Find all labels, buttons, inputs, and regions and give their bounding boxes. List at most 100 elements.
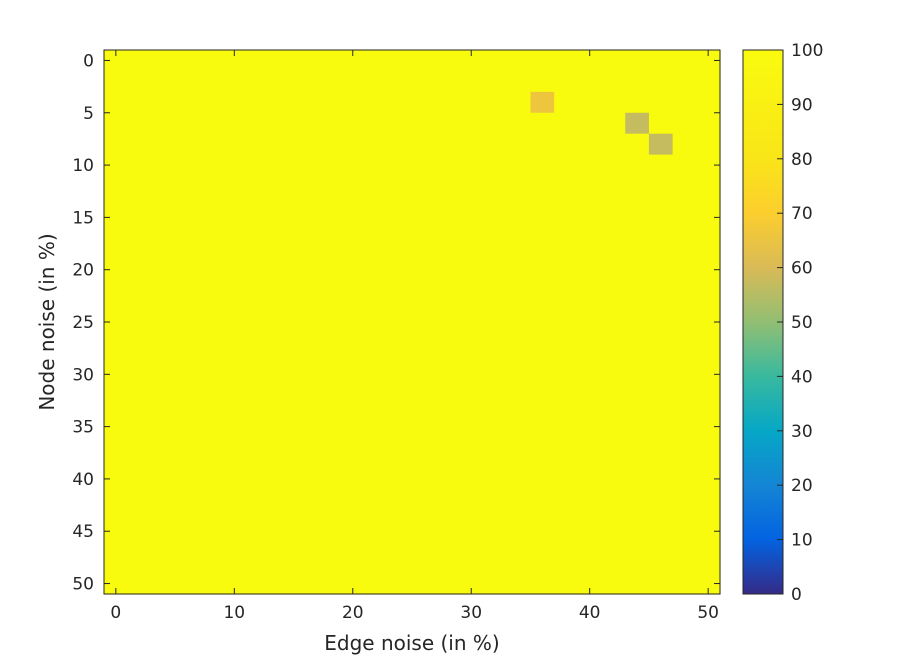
heatmap-cell <box>459 238 484 260</box>
heatmap-cell <box>222 342 247 365</box>
heatmap-cell <box>435 154 460 177</box>
heatmap-cell <box>151 510 176 532</box>
heatmap-cell <box>554 259 579 281</box>
heatmap-cell <box>317 217 342 239</box>
heatmap-cell <box>269 217 295 239</box>
heatmap-cell <box>577 259 603 281</box>
heatmap-cell <box>151 468 176 490</box>
heatmap-cell <box>459 196 484 218</box>
heatmap-cell <box>175 447 200 470</box>
heatmap-cell <box>412 196 437 218</box>
heatmap-cells <box>104 50 721 595</box>
heatmap-cell <box>696 70 721 93</box>
heatmap-cell <box>175 280 200 302</box>
heatmap-cell <box>317 259 342 281</box>
heatmap-cell <box>459 301 484 323</box>
heatmap-cell <box>577 531 603 553</box>
heatmap-cell <box>198 50 224 72</box>
heatmap-cell <box>506 259 532 281</box>
heatmap-cell <box>104 322 129 344</box>
colorbar-ticks: 0 10 20 30 40 50 60 70 80 90 100 <box>777 41 823 605</box>
heatmap-cell <box>483 133 508 156</box>
heatmap-cell <box>530 238 555 260</box>
heatmap-cell <box>222 510 247 532</box>
heatmap-cell <box>625 363 650 386</box>
heatmap-cell <box>554 531 579 553</box>
heatmap-cell <box>530 342 555 365</box>
heatmap-cell <box>246 196 271 218</box>
heatmap-cell <box>388 133 413 156</box>
heatmap-cell <box>530 91 555 114</box>
heatmap-cell <box>483 196 508 218</box>
heatmap-cell <box>127 447 152 470</box>
heatmap-cell <box>269 91 295 114</box>
heatmap-cell <box>198 384 224 407</box>
heatmap-cell <box>293 217 318 239</box>
heatmap-cell <box>672 301 697 323</box>
heatmap-cell <box>648 510 674 532</box>
heatmap-cell <box>127 342 152 365</box>
heatmap-cell <box>317 510 342 532</box>
heatmap-cell <box>696 217 721 239</box>
heatmap-cell <box>601 91 626 114</box>
heatmap-cell <box>151 301 176 323</box>
heatmap-cell <box>554 384 579 407</box>
heatmap-cell <box>104 175 129 198</box>
heatmap-cell <box>554 342 579 365</box>
heatmap-cell <box>459 280 484 302</box>
colorbar-tick-label: 80 <box>791 150 813 170</box>
heatmap-cell <box>222 531 247 553</box>
heatmap-cell <box>317 363 342 386</box>
heatmap-cell <box>530 447 555 470</box>
heatmap-cell <box>388 154 413 177</box>
heatmap-cell <box>269 238 295 260</box>
heatmap-cell <box>364 154 389 177</box>
heatmap-cell <box>577 510 603 532</box>
heatmap-cell <box>364 280 389 302</box>
heatmap-cell <box>577 468 603 490</box>
heatmap-cell <box>648 112 674 135</box>
heatmap-cell <box>625 447 650 470</box>
heatmap-cell <box>648 91 674 114</box>
heatmap-cell <box>696 91 721 114</box>
heatmap-cell <box>364 489 389 511</box>
heatmap-cell <box>340 531 366 553</box>
heatmap-cell <box>340 238 366 260</box>
heatmap-cell <box>577 154 603 177</box>
heatmap-cell <box>506 91 532 114</box>
heatmap-cell <box>506 154 532 177</box>
heatmap-cell <box>269 531 295 553</box>
heatmap-cell <box>127 280 152 302</box>
heatmap-cell <box>269 405 295 428</box>
heatmap-cell <box>198 510 224 532</box>
heatmap-cell <box>364 322 389 344</box>
heatmap-cell <box>293 301 318 323</box>
heatmap-cell <box>293 342 318 365</box>
heatmap-cell <box>672 426 697 449</box>
heatmap-cell <box>364 112 389 135</box>
heatmap-cell <box>530 133 555 156</box>
heatmap-cell <box>601 50 626 72</box>
heatmap-cell <box>506 175 532 198</box>
heatmap-cell <box>175 384 200 407</box>
heatmap-cell <box>435 133 460 156</box>
heatmap-cell <box>151 154 176 177</box>
heatmap-cell <box>625 196 650 218</box>
heatmap-cell <box>364 384 389 407</box>
heatmap-cell <box>127 259 152 281</box>
heatmap-cell <box>340 280 366 302</box>
heatmap-cell <box>198 154 224 177</box>
heatmap-cell <box>364 531 389 553</box>
heatmap-cell <box>222 112 247 135</box>
heatmap-cell <box>222 133 247 156</box>
heatmap-cell <box>412 154 437 177</box>
heatmap-cell <box>293 175 318 198</box>
heatmap-cell <box>412 280 437 302</box>
heatmap-cell <box>601 363 626 386</box>
heatmap-cell <box>104 154 129 177</box>
heatmap-cell <box>459 363 484 386</box>
heatmap-cell <box>388 70 413 93</box>
heatmap-cell <box>388 280 413 302</box>
heatmap-cell <box>293 50 318 72</box>
heatmap-cell <box>506 112 532 135</box>
